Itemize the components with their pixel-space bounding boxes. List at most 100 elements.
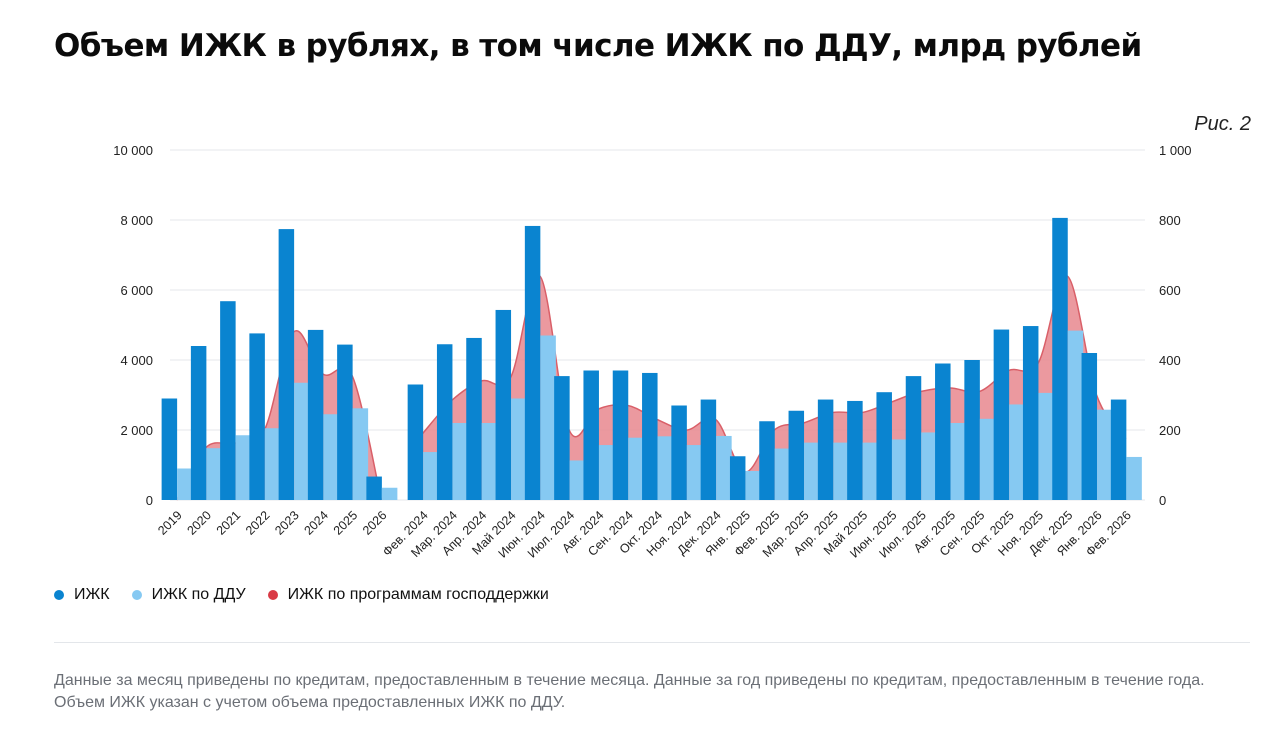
bar-izhk — [554, 376, 570, 500]
bar-ddu — [235, 435, 252, 500]
bar-ddu — [686, 445, 703, 500]
bar-ddu — [1009, 404, 1025, 500]
chart-legend: ИЖК ИЖК по ДДУ ИЖК по программам господд… — [54, 586, 571, 604]
x-axis-tick-label: 2020 — [184, 508, 214, 538]
bar-izhk — [307, 329, 324, 500]
legend-label-ddu: ИЖК по ДДУ — [151, 586, 246, 603]
bar-ddu — [381, 487, 398, 500]
bar-ddu — [862, 442, 879, 500]
left-axis-tick-label: 10 000 — [113, 143, 153, 158]
bar-ddu — [206, 448, 222, 500]
right-axis-tick-label: 800 — [1159, 213, 1181, 228]
bar-izhk — [876, 392, 892, 500]
legend-label-gov: ИЖК по программам господдержки — [287, 586, 549, 603]
left-axis-tick-label: 4 000 — [120, 353, 153, 368]
legend-dot-izhk — [54, 590, 64, 600]
legend-item-gov: ИЖК по программам господдержки — [267, 586, 549, 604]
bar-izhk — [788, 410, 805, 500]
bar-ddu — [716, 435, 732, 500]
bar-ddu — [423, 452, 439, 500]
bar-ddu — [177, 468, 193, 500]
bar-ddu — [1097, 409, 1113, 500]
bar-izhk — [436, 344, 453, 500]
bar-izhk — [1052, 217, 1068, 500]
bar-izhk — [366, 476, 382, 500]
bar-ddu — [264, 428, 281, 500]
bar-ddu — [804, 442, 820, 500]
bar-ddu — [833, 442, 849, 500]
bar-izhk — [278, 229, 295, 500]
bar-izhk — [337, 344, 353, 500]
bar-izhk — [729, 456, 746, 500]
chart-canvas: 0 2 000 4 000 6 000 8 000 10 000 0 200 400 600 800… — [113, 143, 1192, 561]
x-axis-tick-label: 2022 — [243, 508, 273, 538]
divider — [54, 642, 1250, 643]
bar-izhk — [612, 370, 629, 500]
legend-dot-ddu — [131, 590, 142, 600]
x-axis-tick-label: 2025 — [331, 508, 361, 538]
footnote: Данные за месяц приведены по кредитам, п… — [54, 672, 1205, 711]
bar-izhk — [817, 399, 834, 500]
bar-ddu — [657, 436, 674, 500]
bar-izhk — [249, 333, 265, 500]
bar-ddu — [1126, 456, 1142, 500]
bar-ddu — [294, 382, 310, 500]
bar-ddu — [352, 408, 369, 500]
figure-label: Рис. 2 — [1194, 113, 1251, 135]
legend-item-izhk: ИЖК — [54, 586, 110, 604]
bar-izhk — [935, 363, 951, 500]
x-axis-tick-label: 2026 — [360, 508, 390, 538]
bar-ddu — [511, 398, 527, 500]
bar-ddu — [481, 423, 498, 500]
right-axis-tick-label: 400 — [1159, 353, 1181, 368]
x-axis-tick-label: 2021 — [214, 508, 244, 538]
bar-izhk — [964, 360, 980, 500]
legend-dot-gov — [267, 590, 278, 600]
x-axis-tick-label: 2019 — [155, 508, 185, 538]
right-axis-tick-label: 600 — [1159, 283, 1181, 298]
right-axis-tick-label: 1 000 — [1159, 143, 1192, 158]
bar-ddu — [921, 432, 937, 500]
bar-izhk — [993, 329, 1010, 500]
bar-ddu — [628, 437, 644, 500]
bar-ddu — [950, 423, 967, 500]
bar-ddu — [745, 470, 761, 500]
bar-ddu — [979, 418, 996, 500]
bar-ddu — [891, 439, 908, 500]
bar-izhk — [1081, 353, 1098, 500]
bar-izhk — [847, 400, 863, 500]
legend-item-ddu: ИЖК по ДДУ — [131, 586, 246, 604]
bar-ddu — [1038, 392, 1054, 500]
legend-label-izhk: ИЖК — [74, 586, 110, 603]
bar-izhk — [524, 225, 541, 500]
x-axis-tick-label: 2023 — [272, 508, 302, 538]
left-axis-tick-label: 6 000 — [120, 283, 153, 298]
right-axis-tick-label: 200 — [1159, 423, 1181, 438]
right-axis-tick-label: 0 — [1159, 493, 1166, 508]
bar-ddu — [774, 448, 791, 500]
bar-izhk — [190, 346, 207, 500]
bar-izhk — [700, 399, 717, 500]
bar-izhk — [671, 405, 687, 500]
bar-izhk — [905, 376, 922, 500]
bar-ddu — [452, 423, 468, 500]
bar-ddu — [323, 414, 339, 500]
left-axis-tick-label: 2 000 — [120, 423, 153, 438]
bar-izhk — [642, 372, 658, 500]
bar-izhk — [759, 421, 775, 500]
chart-title: Объем ИЖК в рублях, в том числе ИЖК по Д… — [54, 28, 1142, 64]
bar-izhk — [495, 309, 512, 500]
bar-ddu — [540, 335, 556, 500]
bar-ddu — [1067, 330, 1084, 500]
bar-izhk — [466, 337, 482, 500]
bar-izhk — [161, 398, 178, 500]
bar-izhk — [583, 370, 599, 500]
x-axis-tick-label: 2024 — [301, 508, 331, 538]
bar-izhk — [1110, 399, 1127, 500]
left-axis-tick-label: 0 — [146, 493, 153, 508]
bar-izhk — [1022, 326, 1039, 500]
bar-izhk — [407, 384, 424, 500]
bar-izhk — [220, 301, 236, 500]
left-axis-tick-label: 8 000 — [120, 213, 153, 228]
bar-ddu — [598, 445, 615, 500]
